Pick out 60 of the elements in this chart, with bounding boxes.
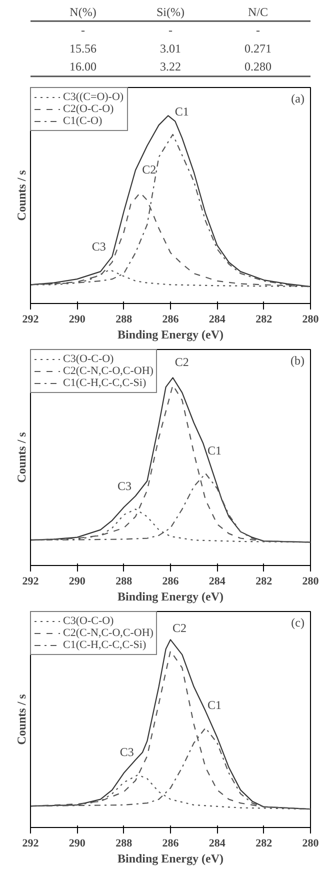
x-tick-label: 286 [162,314,180,326]
y-axis-title: Counts / s [14,694,28,745]
annotation: C1 [208,698,222,712]
legend-label: C3(O-C-O) [63,353,114,365]
x-tick-label: 286 [162,838,180,850]
x-tick-label: 284 [208,314,226,326]
x-tick-label: 280 [302,576,320,588]
annotation: C3 [120,744,134,759]
y-axis-title: Counts / s [14,432,28,483]
x-tick-label: 288 [116,314,133,326]
annotation: C1 [208,443,222,458]
x-tick-label: 282 [256,576,273,588]
legend-label: C2(O-C-O) [63,103,114,115]
text: 16.00 [70,59,96,74]
x-tick-label: 288 [116,838,133,850]
annotation: C2 [172,620,187,635]
legend-label: C1(C-O) [63,115,102,127]
legend-label: C1(C-H,C-C,C-Si) [63,639,146,651]
x-tick-label: 292 [22,314,40,326]
legend-label: C2(C-N,C-O,C-OH) [63,365,154,377]
x-axis-title: Binding Energy (eV) [117,852,224,866]
text: 15.56 [70,41,96,56]
annotation: C2 [174,355,189,370]
text: (b) [290,354,305,368]
legend-label: C2(C-N,C-O,C-OH) [63,627,154,639]
x-tick-label: 284 [208,838,226,850]
text: (c) [291,616,305,630]
x-tick-label: 280 [302,838,320,850]
category-label: Si(%) [156,5,184,20]
x-tick-label: 282 [256,838,273,850]
x-tick-label: 292 [22,576,40,588]
x-tick-label: 284 [208,576,226,588]
x-tick-label: 282 [256,314,273,326]
x-tick-label: 292 [22,838,40,850]
text: - [256,23,260,38]
legend-label: C1(C-H,C-C,C-Si) [63,377,146,389]
x-tick-label: 280 [302,314,320,326]
text: - [168,23,172,38]
annotation: C2 [142,162,156,177]
annotation: C3 [117,479,132,494]
text: (a) [291,92,305,106]
text: 3.22 [160,59,181,74]
x-tick-label: 290 [68,576,86,588]
category-label: N/C [248,5,268,20]
y-axis-title: Counts / s [14,170,28,221]
text: 0.280 [244,59,272,74]
legend-label: C3((C=O)-O) [63,91,124,103]
x-tick-label: 290 [68,838,86,850]
annotation: C3 [92,240,106,254]
text: 0.271 [244,41,272,56]
x-axis-title: Binding Energy (eV) [117,590,224,604]
category-label: N(%) [70,5,96,20]
x-axis-title: Binding Energy (eV) [117,328,224,342]
text: - [81,23,85,38]
x-tick-label: 290 [68,314,86,326]
x-tick-label: 288 [116,576,133,588]
text: 3.01 [160,41,181,56]
x-tick-label: 286 [162,576,180,588]
legend-label: C3(O-C-O) [63,615,114,627]
annotation: C1 [174,104,189,118]
